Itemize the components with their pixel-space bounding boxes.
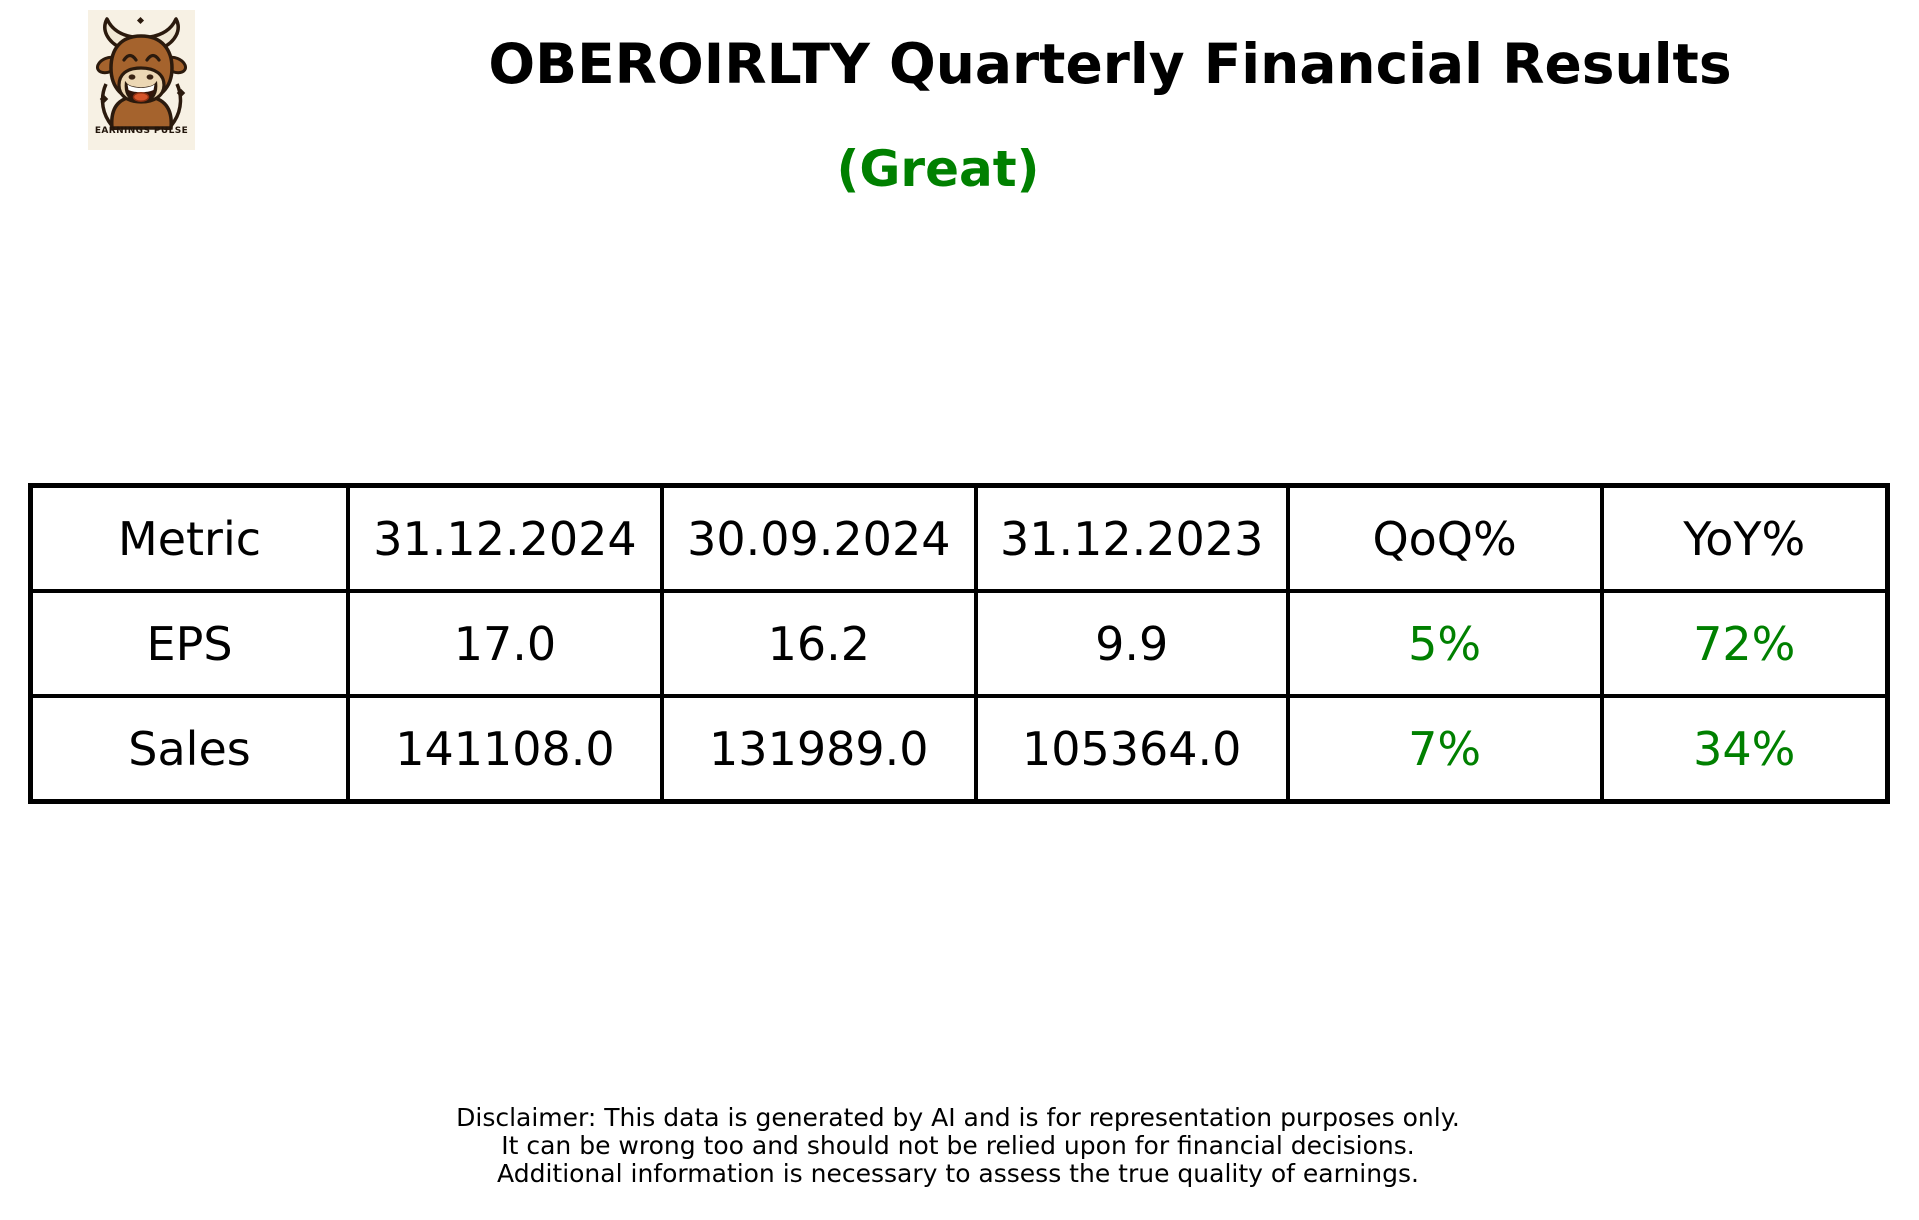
results-table: Metric 31.12.2024 30.09.2024 31.12.2023 … bbox=[28, 483, 1890, 804]
verdict-label: (Great) bbox=[836, 140, 1040, 198]
sales-prev-year: 105364.0 bbox=[973, 694, 1290, 804]
disclaimer: Disclaimer: This data is generated by AI… bbox=[456, 1104, 1460, 1188]
laughing-bull-icon bbox=[95, 16, 188, 130]
table-row-sales: Sales 141108.0 131989.0 105364.0 7% 34% bbox=[28, 694, 1890, 804]
col-header-yoy: YoY% bbox=[1599, 483, 1890, 593]
sales-qoq: 7% bbox=[1285, 694, 1604, 804]
eps-prev-year: 9.9 bbox=[973, 589, 1290, 698]
earnings-pulse-logo: EARNINGS PULSE bbox=[88, 10, 195, 150]
metric-label-sales: Sales bbox=[28, 694, 351, 804]
table-header-row: Metric 31.12.2024 30.09.2024 31.12.2023 … bbox=[28, 483, 1890, 593]
col-header-31-12-2023: 31.12.2023 bbox=[973, 483, 1290, 593]
eps-qoq: 5% bbox=[1285, 589, 1604, 698]
disclaimer-line-1: Disclaimer: This data is generated by AI… bbox=[456, 1103, 1460, 1132]
page-title: OBEROIRLTY Quarterly Financial Results bbox=[488, 32, 1732, 96]
col-header-qoq: QoQ% bbox=[1285, 483, 1604, 593]
disclaimer-line-3: Additional information is necessary to a… bbox=[497, 1159, 1419, 1188]
eps-yoy: 72% bbox=[1599, 589, 1890, 698]
col-header-31-12-2024: 31.12.2024 bbox=[346, 483, 664, 593]
metric-label-eps: EPS bbox=[28, 589, 351, 698]
sales-prev-quarter: 131989.0 bbox=[659, 694, 978, 804]
logo-text: EARNINGS PULSE bbox=[94, 126, 189, 136]
col-header-30-09-2024: 30.09.2024 bbox=[659, 483, 978, 593]
eps-prev-quarter: 16.2 bbox=[659, 589, 978, 698]
sales-yoy: 34% bbox=[1599, 694, 1890, 804]
disclaimer-line-2: It can be wrong too and should not be re… bbox=[501, 1131, 1415, 1160]
col-header-metric: Metric bbox=[28, 483, 351, 593]
table-row-eps: EPS 17.0 16.2 9.9 5% 72% bbox=[28, 589, 1890, 698]
sales-current: 141108.0 bbox=[346, 694, 664, 804]
eps-current: 17.0 bbox=[346, 589, 664, 698]
